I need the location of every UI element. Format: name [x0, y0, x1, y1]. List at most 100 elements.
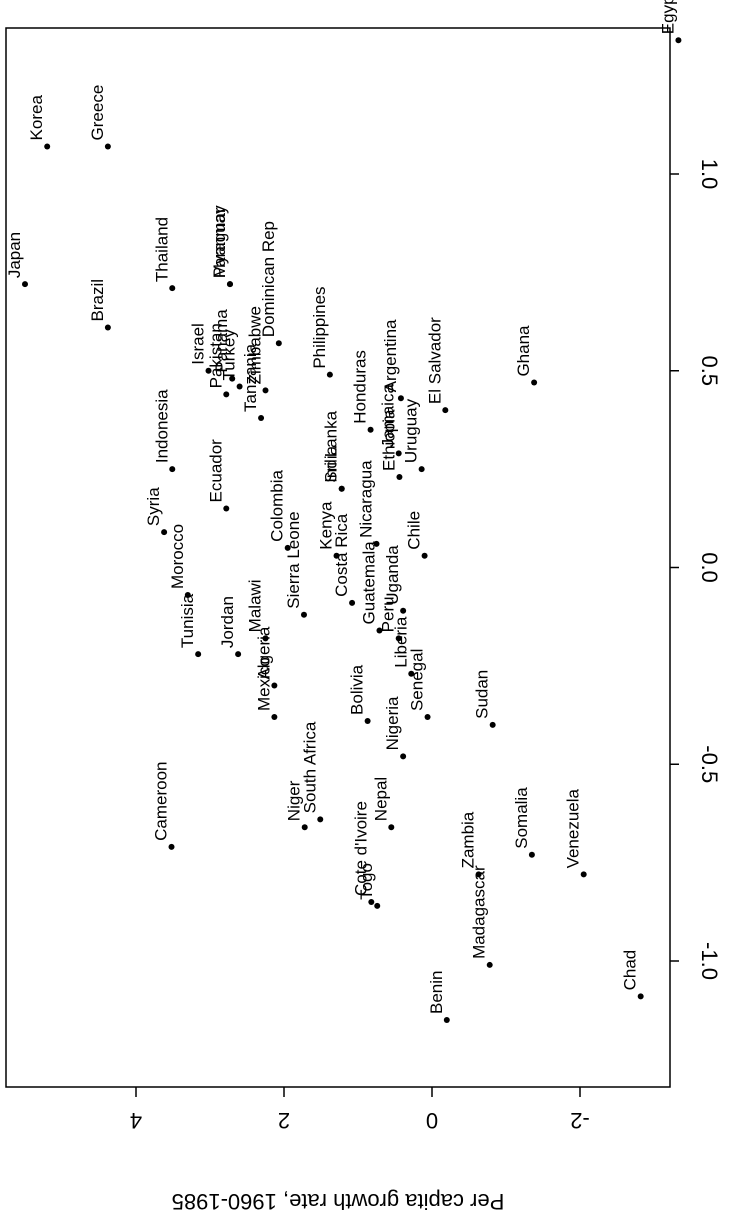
- data-point: [258, 414, 265, 421]
- y-tick-label: -2: [570, 1108, 590, 1133]
- data-point: [300, 611, 307, 618]
- data-point-label: Liberia: [391, 616, 410, 668]
- data-point: [400, 607, 407, 614]
- data-point: [486, 961, 493, 968]
- data-point-label: Nicaragua: [357, 460, 376, 538]
- data-point-label: Zambia: [459, 811, 478, 868]
- x-axis: -1.0 -0.5 0.0 0.5 1.0: [670, 159, 722, 980]
- data-point: [349, 599, 356, 606]
- data-point: [367, 426, 374, 433]
- data-point-label: Sudan: [473, 670, 492, 719]
- data-point-label: Sierra Leone: [284, 511, 303, 608]
- data-point-label: Ghana: [514, 325, 533, 377]
- data-point-label: Zimbabwe: [246, 306, 265, 384]
- y-tick-label: 4: [130, 1108, 142, 1133]
- data-point-label: Venezuela: [564, 788, 583, 868]
- data-point: [443, 1017, 450, 1024]
- data-point-label: Korea: [27, 95, 46, 141]
- data-point: [531, 379, 538, 386]
- data-point: [528, 851, 535, 858]
- data-point-label: Jordan: [218, 596, 237, 648]
- x-tick-label: 0.0: [697, 552, 722, 583]
- data-point: [169, 466, 176, 473]
- data-point-label: Argentina: [381, 319, 400, 392]
- data-point: [236, 383, 243, 390]
- data-point-label: Bolivia: [348, 664, 367, 715]
- data-point: [223, 505, 230, 512]
- data-point: [400, 753, 407, 760]
- data-point: [368, 898, 375, 905]
- data-point-label: Nigeria: [383, 696, 402, 750]
- data-point-label: Niger: [285, 780, 304, 821]
- data-point: [421, 552, 428, 559]
- data-point: [275, 340, 282, 347]
- data-point: [475, 871, 482, 878]
- data-point: [262, 387, 269, 394]
- data-point: [396, 473, 403, 480]
- data-point-label: Chile: [405, 511, 424, 550]
- data-point: [395, 450, 402, 457]
- data-points: Egypt Korea Greece Japan Brazil Thailand Myanm…: [5, 0, 682, 1024]
- data-point: [580, 871, 587, 878]
- data-point: [262, 635, 269, 642]
- data-point-label: Greece: [88, 85, 107, 141]
- data-point-label: Benin: [427, 971, 446, 1014]
- data-point-label: India: [322, 445, 341, 482]
- data-point-label: Algeria: [254, 626, 273, 679]
- data-point: [442, 407, 449, 414]
- data-point: [195, 651, 202, 658]
- data-point-label: Tanzania: [241, 343, 260, 412]
- data-point-label: Tunisia: [178, 593, 197, 648]
- data-point-label: Syria: [144, 487, 163, 526]
- data-point: [168, 843, 175, 850]
- data-point: [223, 391, 230, 398]
- data-point-label: Mexico: [254, 657, 273, 711]
- data-point-label: Guatemala: [359, 541, 378, 625]
- data-point: [104, 143, 111, 150]
- y-tick-label: 2: [278, 1108, 290, 1133]
- data-point: [374, 902, 381, 909]
- data-point-label: Kenya: [317, 501, 336, 550]
- data-point-label: South Africa: [300, 721, 319, 813]
- data-point-label: Uganda: [383, 545, 402, 605]
- data-point: [22, 281, 28, 288]
- data-point: [271, 714, 278, 721]
- x-tick-label: 1.0: [697, 159, 722, 190]
- data-point-label: Ethiopia: [379, 409, 398, 471]
- plot-frame: [5, 27, 671, 1088]
- data-point: [489, 721, 496, 728]
- data-point: [376, 627, 383, 634]
- data-point-label: Paraguay: [210, 205, 229, 278]
- data-point-label: Cameroon: [152, 762, 171, 841]
- x-tick-label: -0.5: [697, 745, 722, 783]
- data-point-label: Costa Rica: [332, 513, 351, 597]
- data-point-label: Panama: [212, 309, 231, 373]
- x-tick-label: -1.0: [697, 942, 722, 980]
- data-point: [397, 395, 404, 402]
- data-point: [161, 529, 168, 536]
- data-point: [169, 285, 176, 292]
- data-point-label: Uruguay: [402, 398, 421, 463]
- data-point: [418, 466, 425, 473]
- data-point-label: Japan: [5, 232, 24, 278]
- data-point-label: Israel: [189, 323, 208, 365]
- data-point-label: Thailand: [152, 217, 171, 282]
- data-point-label: Jamaica: [379, 384, 398, 448]
- data-point-label: Madagascar: [470, 865, 489, 959]
- data-point: [373, 540, 380, 547]
- data-point: [229, 375, 236, 382]
- data-point-label: Chad: [621, 950, 640, 991]
- data-point: [317, 816, 324, 823]
- data-point-label: Nepal: [371, 777, 390, 821]
- data-point-label: Myanmar: [210, 207, 229, 278]
- data-point: [184, 592, 191, 599]
- data-point: [637, 993, 644, 1000]
- data-point-label: El Salvador: [425, 317, 444, 404]
- data-point: [364, 717, 371, 724]
- data-point-label: Ecuador: [206, 439, 225, 503]
- data-point: [338, 485, 345, 492]
- data-point-label: Malawi: [246, 579, 265, 632]
- y-tick-label: 0: [426, 1108, 438, 1133]
- data-point: [326, 371, 333, 378]
- data-point-label: Cote d'Ivoire: [351, 801, 370, 896]
